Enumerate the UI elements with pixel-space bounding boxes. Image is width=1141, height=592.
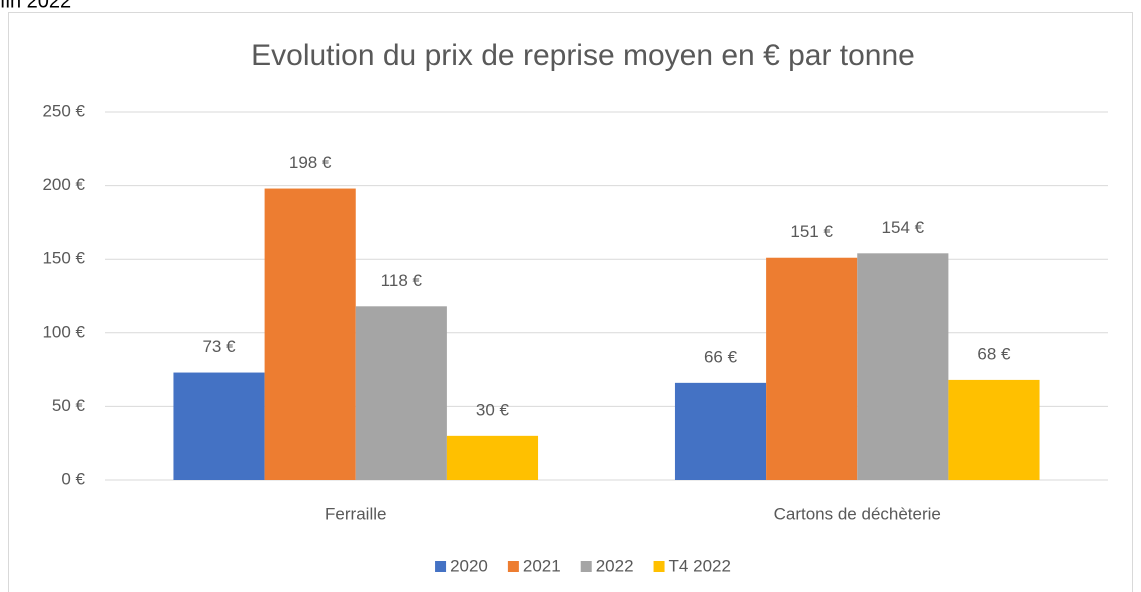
legend-swatch [435,561,447,572]
chart-frame [8,12,1133,592]
y-tick-label: 100 € [42,322,85,341]
bar [948,379,1040,480]
y-tick-label: 150 € [42,249,85,268]
legend-label: 2021 [523,556,561,575]
bar [446,435,539,480]
data-label: 30 € [476,400,510,419]
y-tick-label: 50 € [52,396,86,415]
bar [264,188,356,480]
data-label: 66 € [704,347,738,366]
x-tick-label: Cartons de déchèterie [774,504,941,523]
chart-title: Evolution du prix de reprise moyen en € … [251,39,915,72]
legend-label: T4 2022 [669,556,731,575]
data-label: 198 € [289,153,332,172]
bar [355,306,447,480]
legend-swatch [653,561,665,572]
legend-swatch [507,561,519,572]
x-tick-label: Ferraille [325,504,386,523]
legend-swatch [580,561,592,572]
y-tick-label: 0 € [61,469,85,488]
y-tick-label: 200 € [42,175,85,194]
data-label: 151 € [790,222,833,241]
bar [857,253,949,480]
y-tick-label: 250 € [42,101,85,120]
bar [674,382,767,480]
data-label: 68 € [977,344,1011,363]
data-label: 118 € [381,271,423,290]
caption: fin 2022 [0,0,71,12]
legend-label: 2022 [596,556,634,575]
bar [766,257,858,480]
data-label: 154 € [882,218,925,237]
bar [173,372,265,480]
legend-label: 2020 [450,556,488,575]
data-label: 73 € [202,337,236,356]
